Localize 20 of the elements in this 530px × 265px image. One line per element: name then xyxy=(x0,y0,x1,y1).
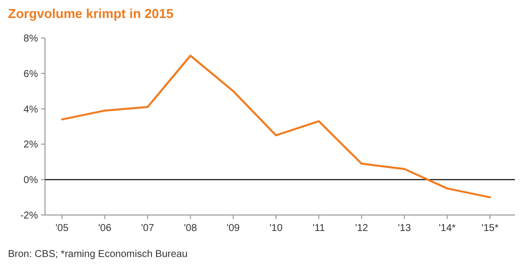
x-tick-label: '13 xyxy=(398,223,412,234)
x-tick-label: '08 xyxy=(184,223,198,234)
x-tick-label: '14* xyxy=(438,223,456,234)
x-tick-label: '11 xyxy=(312,223,326,234)
x-tick-label: '06 xyxy=(98,223,112,234)
text: Bron: CBS; *raming Economisch Bureau xyxy=(8,249,188,260)
y-tick-label: 0% xyxy=(24,175,38,186)
x-tick-label: '07 xyxy=(141,223,155,234)
chart-title: Zorgvolume krimpt in 2015 xyxy=(8,6,174,21)
y-tick-label: 8% xyxy=(24,34,38,44)
y-tick-label: 2% xyxy=(24,140,38,151)
y-tick-label: 4% xyxy=(24,104,38,116)
y-tick-label: 6% xyxy=(24,68,38,80)
line-series xyxy=(61,54,491,198)
x-tick-label: '05 xyxy=(55,223,69,234)
x-tick-label: '15* xyxy=(482,223,499,234)
x-tick-label: '12 xyxy=(355,223,369,234)
x-tick-label: '10 xyxy=(269,223,283,234)
y-tick-label: -2% xyxy=(20,210,38,222)
x-tick-label: '09 xyxy=(226,223,240,234)
